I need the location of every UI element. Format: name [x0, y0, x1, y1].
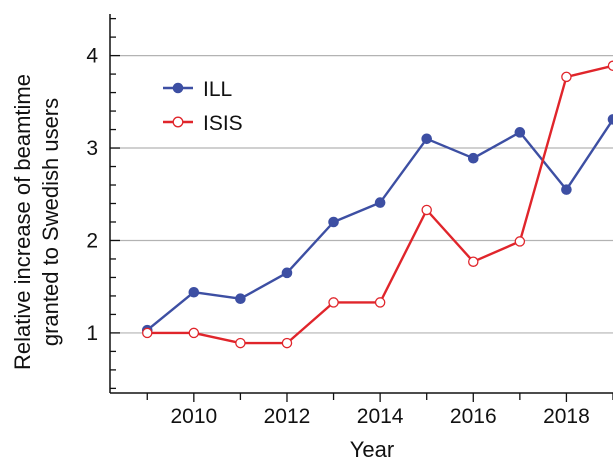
y-axis-title-line-2: granted to Swedish users	[38, 98, 63, 346]
series-layer	[141, 60, 613, 349]
x-tick-label: 2016	[450, 405, 497, 428]
data-point-isis	[374, 297, 386, 308]
data-point-isis	[188, 327, 200, 339]
data-point-ill	[328, 216, 339, 228]
x-tick-label: 2018	[543, 405, 590, 428]
data-point-ill	[467, 152, 479, 164]
axis-layer: 1 2 3 4 2010 2012 2014 2016 2018	[86, 14, 613, 428]
y-tick-label: 3	[86, 137, 98, 160]
grid-layer	[110, 54, 613, 334]
legend-label-ill: ILL	[203, 78, 232, 101]
y-axis-title-line-1: Relative increase of beamtime	[10, 74, 35, 370]
y-tick-label: 1	[86, 322, 98, 345]
data-point-isis	[468, 256, 479, 267]
y-tick-label: 2	[86, 229, 98, 252]
x-axis-title: Year	[350, 437, 394, 462]
legend-label-isis: ISIS	[203, 112, 243, 135]
data-point-isis	[561, 71, 572, 83]
x-tick-label: 2010	[170, 405, 217, 428]
legend-marker-ill	[172, 82, 184, 94]
data-point-isis	[514, 236, 526, 247]
data-point-ill	[374, 197, 386, 208]
data-point-ill	[188, 286, 200, 298]
data-point-isis	[607, 60, 613, 72]
y-tick-label: 4	[86, 45, 98, 68]
legend-layer: ILL ISIS	[163, 78, 243, 135]
data-point-ill	[281, 267, 293, 279]
data-point-ill	[561, 184, 572, 195]
data-point-isis	[281, 337, 293, 349]
data-point-isis	[235, 337, 246, 349]
legend-marker-isis	[172, 116, 184, 128]
data-point-ill	[421, 133, 433, 145]
data-point-ill	[235, 293, 246, 305]
data-point-ill	[607, 114, 613, 125]
data-point-isis	[328, 297, 339, 308]
x-tick-label: 2012	[264, 405, 311, 428]
x-tick-label: 2014	[357, 405, 404, 428]
data-point-isis	[421, 204, 432, 216]
data-point-isis	[142, 327, 153, 339]
data-point-ill	[514, 127, 526, 138]
